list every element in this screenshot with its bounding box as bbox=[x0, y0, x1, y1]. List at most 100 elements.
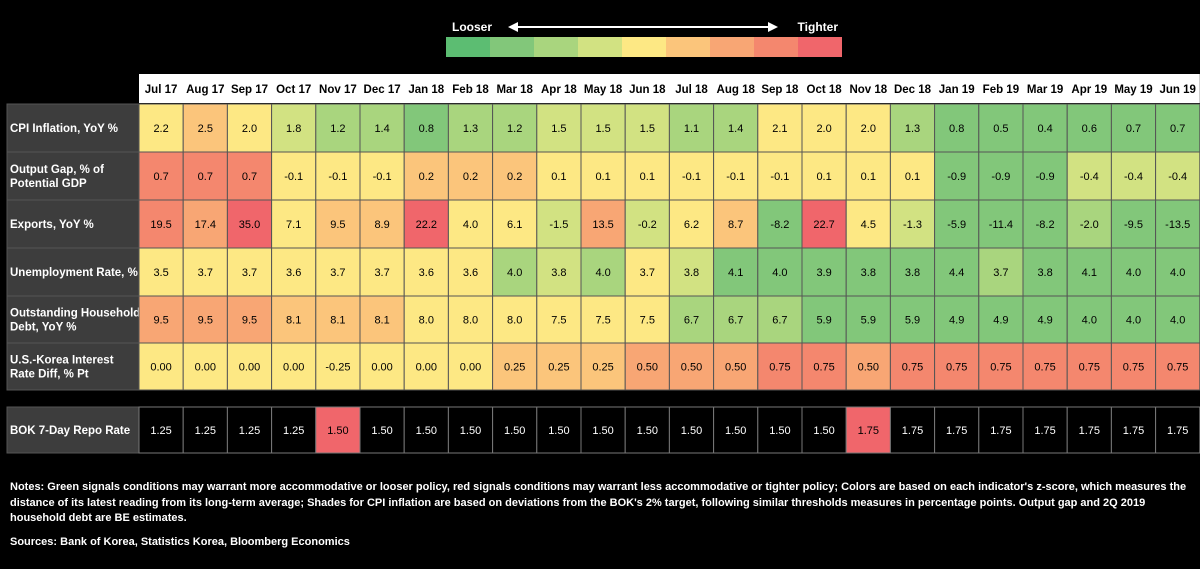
cell-value: 3.6 bbox=[286, 267, 301, 279]
cell-value: -0.1 bbox=[682, 171, 701, 183]
heatmap-cell bbox=[1110, 103, 1157, 153]
repo-value: 1.75 bbox=[902, 425, 923, 437]
cell-value: 4.9 bbox=[949, 315, 964, 327]
repo-cell bbox=[1022, 406, 1068, 454]
heatmap-cell bbox=[668, 151, 715, 201]
cell-value: 2.1 bbox=[772, 123, 787, 135]
repo-value: 1.50 bbox=[769, 425, 790, 437]
heatmap-cell bbox=[978, 199, 1024, 249]
cell-value: 0.1 bbox=[551, 171, 566, 183]
legend-swatch bbox=[490, 37, 534, 57]
cell-value: 3.8 bbox=[684, 267, 699, 279]
heatmap-cell bbox=[757, 199, 803, 249]
heatmap-cell bbox=[226, 151, 273, 201]
repo-value: 1.75 bbox=[1079, 425, 1100, 437]
cell-value: 3.6 bbox=[463, 267, 478, 279]
cell-value: 4.9 bbox=[1037, 315, 1052, 327]
heatmap-cell bbox=[138, 151, 184, 201]
column-header: Apr 19 bbox=[1071, 84, 1107, 96]
heatmap-cell bbox=[845, 247, 891, 297]
cell-value: 0.7 bbox=[1170, 123, 1185, 135]
cell-value: 0.00 bbox=[239, 362, 260, 374]
cell-value: 2.0 bbox=[816, 123, 831, 135]
legend-swatch bbox=[534, 37, 578, 57]
cell-value: 4.0 bbox=[1126, 315, 1141, 327]
legend-swatch bbox=[578, 37, 622, 57]
legend-color-scale bbox=[446, 37, 842, 57]
cell-value: 0.25 bbox=[504, 362, 525, 374]
cell-value: 0.7 bbox=[153, 171, 168, 183]
cell-value: 3.8 bbox=[905, 267, 920, 279]
heatmap-cell bbox=[934, 342, 980, 391]
cell-value: 6.1 bbox=[507, 219, 522, 231]
heatmap-cell bbox=[271, 247, 317, 297]
cell-value: -8.2 bbox=[1036, 219, 1055, 231]
cell-value: -8.2 bbox=[770, 219, 789, 231]
repo-value: 1.75 bbox=[1034, 425, 1055, 437]
row-label: Exports, YoY % bbox=[10, 219, 94, 231]
heatmap-cell bbox=[138, 295, 184, 344]
repo-value: 1.25 bbox=[150, 425, 171, 437]
heatmap-cell bbox=[403, 151, 449, 201]
cell-value: 0.00 bbox=[371, 362, 392, 374]
heatmap-cell bbox=[447, 199, 494, 249]
row-label-cell bbox=[6, 295, 140, 344]
heatmap-cell bbox=[226, 247, 273, 297]
row-label: Outstanding Household bbox=[10, 308, 140, 320]
heatmap-cell bbox=[536, 342, 582, 391]
cell-value: 0.5 bbox=[993, 123, 1008, 135]
cell-value: 0.1 bbox=[816, 171, 831, 183]
repo-value: 1.50 bbox=[725, 425, 746, 437]
heatmap-cell bbox=[801, 342, 847, 391]
cell-value: -0.4 bbox=[1168, 171, 1187, 183]
cell-value: -0.9 bbox=[991, 171, 1010, 183]
cell-value: 6.7 bbox=[684, 315, 699, 327]
cell-value: 4.0 bbox=[1170, 315, 1185, 327]
column-header: Feb 19 bbox=[983, 84, 1019, 96]
row-label: Debt, YoY % bbox=[10, 322, 76, 334]
cell-value: 4.0 bbox=[1082, 315, 1097, 327]
cell-value: 5.9 bbox=[905, 315, 920, 327]
repo-cell bbox=[668, 406, 715, 454]
heatmap-cell bbox=[315, 199, 361, 249]
cell-value: 2.0 bbox=[861, 123, 876, 135]
heatmap-cell bbox=[1022, 342, 1068, 391]
cell-value: 7.1 bbox=[286, 219, 301, 231]
cell-value: -1.5 bbox=[549, 219, 568, 231]
column-header: Oct 17 bbox=[276, 84, 311, 96]
cell-value: 0.75 bbox=[1123, 362, 1144, 374]
heatmap-cell bbox=[889, 295, 936, 344]
heatmap-cell bbox=[1110, 342, 1157, 391]
cell-value: 8.1 bbox=[330, 315, 345, 327]
heatmap-cell bbox=[492, 295, 538, 344]
cell-value: 0.00 bbox=[150, 362, 171, 374]
repo-cell bbox=[1110, 406, 1157, 454]
cell-value: -0.1 bbox=[328, 171, 347, 183]
repo-value: 1.25 bbox=[195, 425, 216, 437]
heatmap-cell bbox=[713, 103, 759, 153]
cell-value: 1.1 bbox=[684, 123, 699, 135]
cell-value: -1.3 bbox=[903, 219, 922, 231]
heatmap-cell bbox=[138, 342, 184, 391]
heatmap-cell bbox=[845, 199, 891, 249]
heatmap-cell bbox=[889, 151, 936, 201]
heatmap-cell bbox=[182, 247, 228, 297]
cell-value: 1.5 bbox=[640, 123, 655, 135]
row-label: CPI Inflation, YoY % bbox=[10, 123, 118, 135]
heatmap-cell bbox=[713, 247, 759, 297]
cell-value: -2.0 bbox=[1080, 219, 1099, 231]
cell-value: 0.75 bbox=[769, 362, 790, 374]
heatmap-cell bbox=[713, 342, 759, 391]
column-header: Aug 18 bbox=[717, 84, 756, 96]
row-label-cell bbox=[6, 199, 140, 249]
column-header-band bbox=[139, 74, 1200, 103]
heatmap-cell bbox=[447, 103, 494, 153]
notes-text: Notes: Green signals conditions may warr… bbox=[10, 481, 1187, 524]
legend-looser-label: Looser bbox=[452, 20, 493, 34]
repo-label: BOK 7-Day Repo Rate bbox=[10, 425, 130, 437]
cell-value: 0.00 bbox=[460, 362, 481, 374]
legend-swatch bbox=[710, 37, 754, 57]
repo-cell bbox=[447, 406, 494, 454]
cell-value: 0.50 bbox=[725, 362, 746, 374]
repo-cell bbox=[978, 406, 1024, 454]
